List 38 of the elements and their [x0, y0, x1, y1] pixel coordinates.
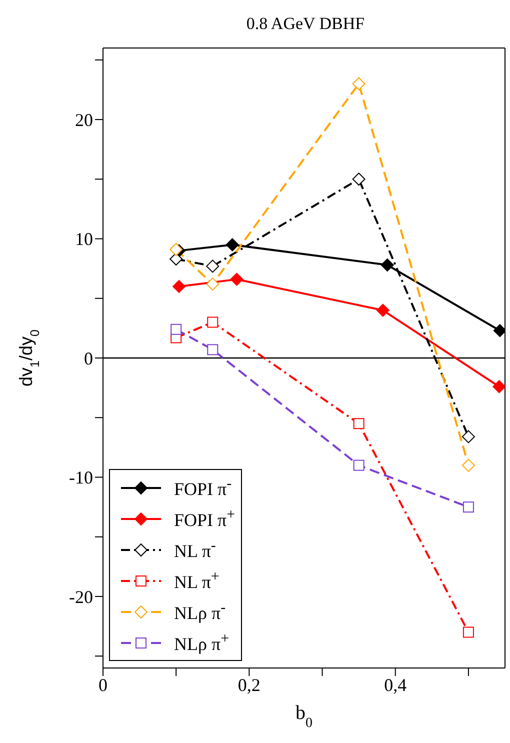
y-tick-label: -20	[69, 586, 93, 607]
point	[462, 458, 475, 472]
point	[352, 77, 366, 90]
point	[353, 460, 364, 471]
y-tick-label: 10	[75, 229, 93, 250]
legend-label: FOPI π$^{-}$	[174, 476, 232, 500]
point	[206, 278, 220, 291]
point	[172, 280, 186, 293]
point	[170, 252, 183, 266]
point	[492, 380, 505, 394]
point	[462, 502, 474, 513]
point	[206, 260, 220, 273]
point	[207, 344, 218, 356]
x-tick-label: 0	[98, 674, 108, 695]
x-tick-label: 0,2	[238, 674, 260, 695]
point	[170, 243, 183, 256]
point	[462, 430, 475, 444]
point	[170, 324, 182, 335]
legend-label: NLρ π$^{+}$	[174, 630, 230, 654]
legend-label: FOPI π$^{+}$	[174, 506, 236, 530]
chart-title: 0.8 AGeV DBHF	[245, 14, 366, 34]
legend-label: NL π$^{-}$	[174, 538, 216, 562]
point	[207, 316, 218, 328]
point	[230, 272, 244, 286]
y-tick-label: 0	[84, 348, 93, 368]
point	[376, 304, 390, 317]
x-tick-label: 0,4	[384, 674, 407, 695]
x-axis-title: b$_{0}$	[296, 702, 312, 730]
y-tick-label: -10	[69, 468, 93, 488]
point	[226, 238, 239, 252]
point	[462, 626, 474, 638]
point	[352, 172, 366, 186]
point	[493, 324, 505, 338]
point	[353, 418, 364, 430]
y-tick-label: 20	[75, 110, 93, 130]
legend-label: NL π$^{+}$	[174, 568, 220, 592]
legend-label: NLρ π$^{-}$	[174, 600, 226, 624]
point	[380, 258, 394, 272]
